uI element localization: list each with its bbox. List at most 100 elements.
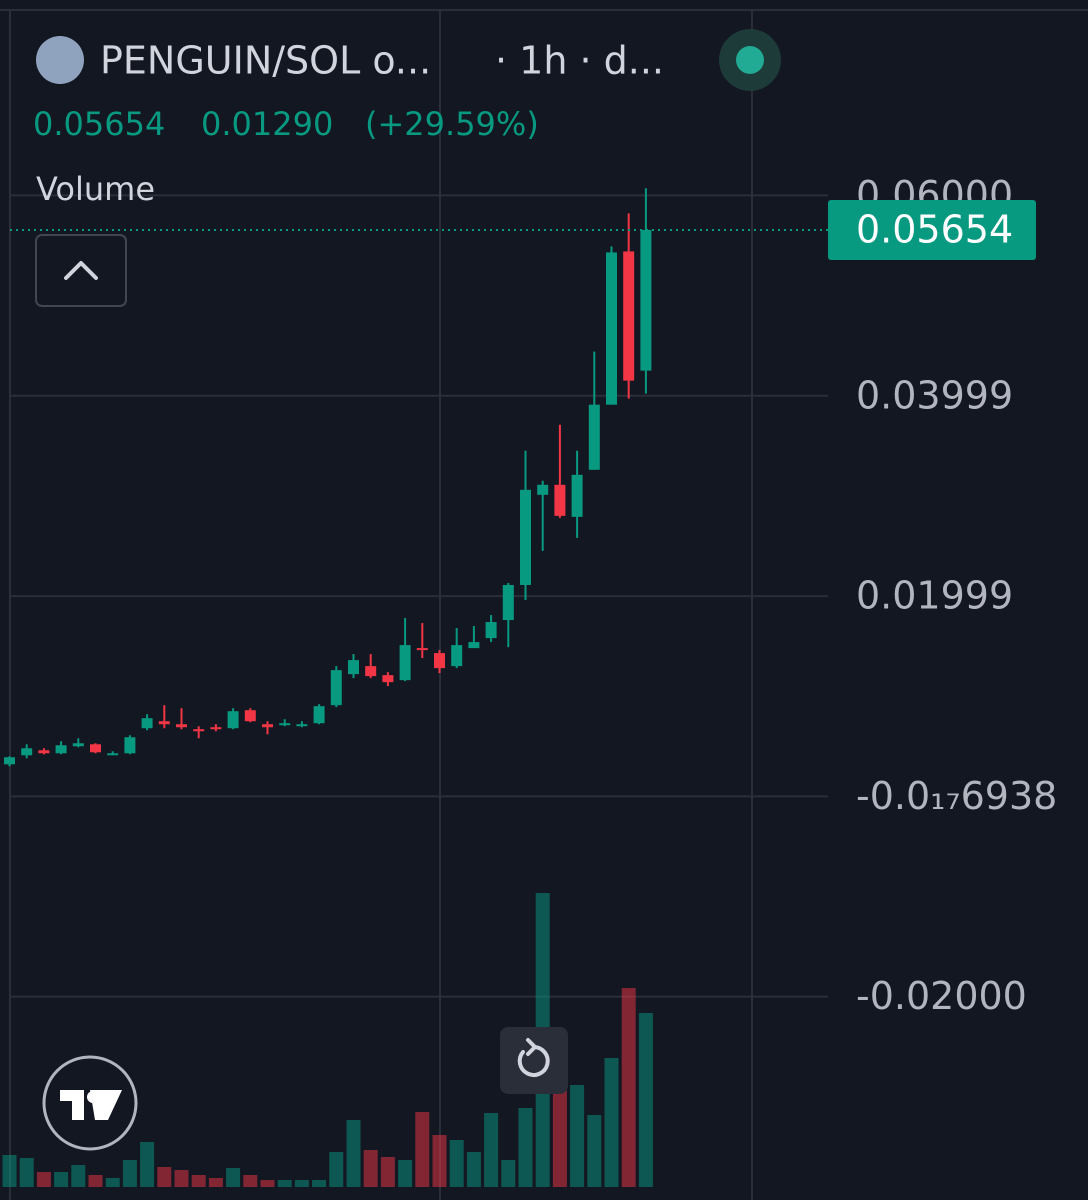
candle-body [72,743,84,747]
legend-close: 0.05654 [33,105,165,143]
volume-bar [415,1112,430,1187]
volume-bar [191,1175,206,1187]
tradingview-logo[interactable] [42,1055,138,1151]
volume-bar [226,1168,241,1187]
volume-bar [312,1180,327,1187]
volume-bar [587,1115,602,1187]
candle-body [262,724,273,728]
candle-body [640,229,652,371]
grid [0,9,1088,1200]
candle-body [348,660,359,675]
volume-bar [346,1120,361,1187]
volume-bar [54,1172,69,1187]
volume-bar [621,988,636,1187]
volume-bar [432,1135,447,1187]
volume-bar [552,1065,567,1187]
legend-change-percent: (+29.59%) [365,105,539,143]
volume-bar [638,1013,653,1187]
volume-bar [449,1140,464,1187]
volume-bar [19,1158,34,1187]
candle-body [520,489,531,585]
volume-bar [36,1172,51,1187]
volume-bar [484,1113,499,1187]
volume-bar [122,1160,137,1187]
candle-body [365,666,377,677]
candle-body [502,584,514,621]
reset-button[interactable] [500,1027,568,1094]
volume-bar [71,1165,86,1187]
reset-button-box[interactable] [500,1027,568,1094]
candle-body [451,645,463,667]
candle-body [107,753,119,756]
candle-body [416,648,428,651]
plot-area [2,188,828,1187]
candle-body [313,706,325,724]
candle-body [141,718,153,729]
candle-body [4,757,15,765]
volume-bar [329,1152,344,1187]
candle-body [279,723,291,726]
volume-bar [208,1178,223,1187]
candle-body [90,744,101,753]
candle-body [382,675,394,683]
volume-bar [466,1152,481,1187]
volume-bar [88,1175,103,1187]
logo-circle[interactable] [42,1055,138,1151]
candle-body [485,622,497,639]
candle-body [158,721,170,725]
volume-bar [140,1142,155,1187]
candle-body [38,750,50,754]
candle-body [468,642,480,649]
candle-body [124,737,136,754]
candle-body [434,653,445,669]
volume-bar [277,1180,292,1187]
volume-bar [398,1160,413,1187]
last-price-tag [828,199,1036,260]
y-tick-label: -0.0₁₇6938 [856,774,1057,818]
candle-body [21,748,33,756]
logo-dot [87,1091,99,1103]
volume-bar [501,1160,516,1187]
volume-bar [260,1180,275,1187]
candle-body [244,710,256,722]
reset-icon [517,1045,550,1077]
candle-body [55,745,67,754]
candle-body [554,484,566,516]
chevron-up [64,261,98,280]
volume-bar [2,1155,17,1187]
candle-body [606,252,617,405]
candle-body [623,251,635,381]
volume-bar [243,1175,258,1187]
candle-body [537,484,549,495]
price-axis: 0.060000.039990.01999-0.0₁₇6938-0.020000… [828,173,1057,1018]
interval-text[interactable]: · 1h · d... [495,39,664,83]
legend-change: 0.01290 [201,105,333,143]
collapse-button[interactable] [35,234,127,307]
y-tick-label: 0.03999 [856,373,1013,417]
status-dot [736,46,764,74]
candle-body [588,404,600,470]
volume-bar [105,1178,120,1187]
volume-bar [157,1167,172,1187]
candle-body [399,645,411,681]
volume-bar [518,1108,533,1187]
candle-body [176,724,187,728]
candle-body [296,724,308,727]
y-tick-label: 0.01999 [856,574,1013,618]
candle-body [210,727,222,730]
volume-bar [380,1157,395,1187]
volume-bar [294,1180,309,1187]
last-price-label: 0.05654 [856,207,1013,251]
symbol-icon [36,36,84,84]
candle-body [330,670,342,706]
pane-label: Volume [36,170,155,208]
logo-glyph [60,1090,122,1120]
volume-bar [570,1085,585,1187]
y-tick-label: -0.02000 [856,974,1027,1018]
symbol-title[interactable]: PENGUIN/SOL o... [100,39,431,83]
collapse-button-box[interactable] [35,234,127,307]
volume-bar [604,1058,619,1187]
candle-body [571,474,583,517]
